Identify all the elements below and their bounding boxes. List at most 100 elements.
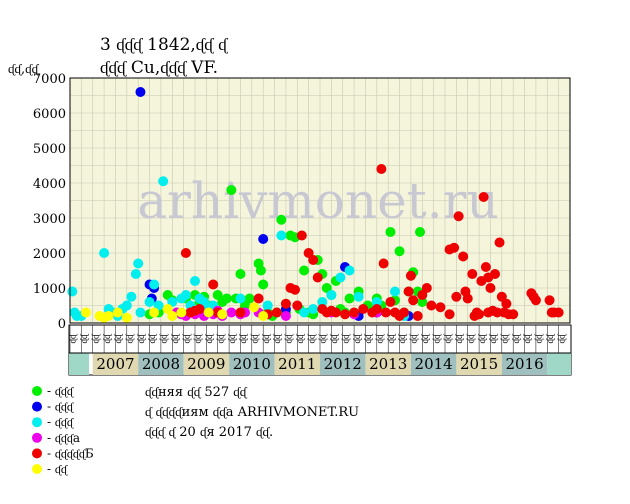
data-point bbox=[258, 234, 269, 244]
y-tick-label: 3000 bbox=[33, 212, 66, 227]
data-point bbox=[405, 270, 416, 281]
data-point bbox=[290, 284, 300, 295]
year-cell bbox=[138, 353, 184, 375]
data-point bbox=[444, 309, 455, 320]
data-point bbox=[158, 176, 169, 187]
data-point bbox=[483, 307, 494, 318]
quarter-label: ᶑᶑ bbox=[387, 333, 397, 344]
year-cell bbox=[456, 353, 502, 375]
data-point bbox=[353, 291, 364, 302]
data-point bbox=[415, 227, 425, 237]
year-label: 2012 bbox=[324, 355, 362, 373]
quarter-label: ᶑᶑ bbox=[398, 333, 408, 344]
data-point bbox=[494, 237, 505, 248]
watermark: arhivmonet.ru bbox=[137, 172, 499, 230]
data-point bbox=[217, 309, 228, 320]
y-tick-label: 4000 bbox=[33, 177, 66, 192]
quarter-label: ᶑᶑ bbox=[512, 333, 522, 344]
quarter-label: ᶑᶑ bbox=[126, 333, 136, 344]
year-label: 2007 bbox=[96, 355, 134, 373]
data-point bbox=[467, 269, 478, 279]
quarter-label: ᶑᶑ bbox=[273, 333, 283, 344]
data-point bbox=[485, 283, 496, 293]
data-point bbox=[478, 192, 489, 202]
year-label: 2015 bbox=[460, 355, 498, 373]
data-point bbox=[149, 307, 160, 318]
data-point bbox=[399, 307, 410, 318]
data-point bbox=[358, 304, 369, 314]
year-cell bbox=[365, 353, 411, 375]
data-point bbox=[474, 309, 485, 320]
data-point bbox=[344, 265, 355, 276]
data-point bbox=[317, 297, 328, 307]
quarter-label: ᶑᶑ bbox=[80, 333, 90, 344]
quarter-label: ᶑᶑ bbox=[285, 333, 295, 344]
year-cell bbox=[410, 353, 457, 375]
data-point bbox=[308, 304, 319, 314]
legend-marker bbox=[32, 417, 42, 428]
quarter-label: ᶑᶑ bbox=[376, 333, 386, 344]
quarter-label: ᶑᶑ bbox=[364, 333, 374, 344]
data-point bbox=[235, 307, 246, 318]
quarter-label: ᶑᶑ bbox=[251, 333, 261, 344]
data-point bbox=[135, 307, 146, 318]
data-point bbox=[458, 251, 469, 262]
data-point bbox=[490, 269, 500, 279]
info-line: ᶑ ᶑᶑᶑᶑиям ᶑᶑа ARHIVMONET.RU bbox=[145, 405, 359, 420]
data-point bbox=[326, 290, 337, 300]
data-point bbox=[380, 307, 391, 318]
data-point bbox=[67, 286, 78, 297]
y-tick-label: 5000 bbox=[33, 142, 66, 157]
year-cell bbox=[183, 353, 230, 375]
quarter-label: ᶑᶑ bbox=[137, 333, 147, 344]
quarter-label: ᶑᶑ bbox=[444, 333, 454, 344]
year-label: 2008 bbox=[142, 355, 180, 373]
info-line: ᶑᶑᶑ ᶑ 20 ᶑя 2017 ᶑᶑ. bbox=[145, 425, 273, 440]
data-point bbox=[276, 214, 287, 225]
data-point bbox=[121, 312, 132, 323]
legend-label: - ᶑᶑᶑ bbox=[47, 400, 74, 414]
data-point bbox=[280, 311, 291, 321]
year-cell bbox=[229, 353, 275, 375]
x-axis: 2007 2008 2009 2010 2011 2012 2013 2014 2015 2016… bbox=[68, 324, 572, 376]
data-point bbox=[258, 311, 269, 321]
data-point bbox=[408, 295, 419, 306]
quarter-label: ᶑᶑ bbox=[478, 333, 488, 344]
data-point bbox=[255, 265, 266, 276]
quarter-label: ᶑᶑ bbox=[228, 333, 238, 344]
legend: - ᶑᶑᶑ- ᶑᶑᶑ- ᶑᶑᶑ- ᶑᶑᶑa- ᶑᶑᶑᶑᶑБ- ᶑᶑ bbox=[32, 384, 94, 476]
data-point bbox=[451, 291, 462, 302]
quarter-label: ᶑᶑ bbox=[205, 333, 215, 344]
quarter-label: ᶑᶑ bbox=[410, 333, 420, 344]
info-text: ᶑᶑняя ᶑᶑ 527 ᶑᶑ ᶑ ᶑᶑᶑᶑиям ᶑᶑа ARHIVMONET.… bbox=[145, 385, 359, 440]
data-point bbox=[385, 227, 396, 237]
quarter-label: ᶑᶑ bbox=[421, 333, 431, 344]
quarter-label: ᶑᶑ bbox=[501, 333, 511, 344]
legend-marker bbox=[32, 401, 42, 412]
quarter-label: ᶑᶑ bbox=[148, 333, 158, 344]
data-point bbox=[308, 255, 319, 265]
quarter-label: ᶑᶑ bbox=[535, 333, 545, 344]
quarter-label: ᶑᶑ bbox=[216, 333, 226, 344]
year-label: 2010 bbox=[233, 355, 271, 373]
quarter-label: ᶑᶑ bbox=[546, 333, 556, 344]
data-point bbox=[121, 300, 132, 311]
data-point bbox=[412, 311, 423, 321]
data-point bbox=[271, 307, 282, 318]
data-point bbox=[480, 262, 491, 272]
data-point bbox=[99, 248, 110, 258]
x-axis-tail-cell bbox=[547, 353, 571, 375]
data-point bbox=[194, 304, 205, 314]
year-cell bbox=[274, 353, 320, 375]
quarter-label: ᶑᶑ bbox=[341, 333, 351, 344]
quarter-label: ᶑᶑ bbox=[262, 333, 272, 344]
legend-label: - ᶑᶑᶑᶑᶑБ bbox=[47, 446, 94, 460]
y-ticks: 0 1000 2000 3000 4000 5000 6000 7000 bbox=[33, 72, 66, 332]
data-point bbox=[244, 293, 255, 304]
data-point bbox=[112, 307, 123, 318]
data-point bbox=[235, 293, 246, 304]
chart-title-line2: ᶑᶑᶑ Cu,ᶑᶑᶑ VF. bbox=[100, 58, 218, 78]
data-point bbox=[501, 298, 512, 309]
quarter-label: ᶑᶑ bbox=[455, 333, 465, 344]
